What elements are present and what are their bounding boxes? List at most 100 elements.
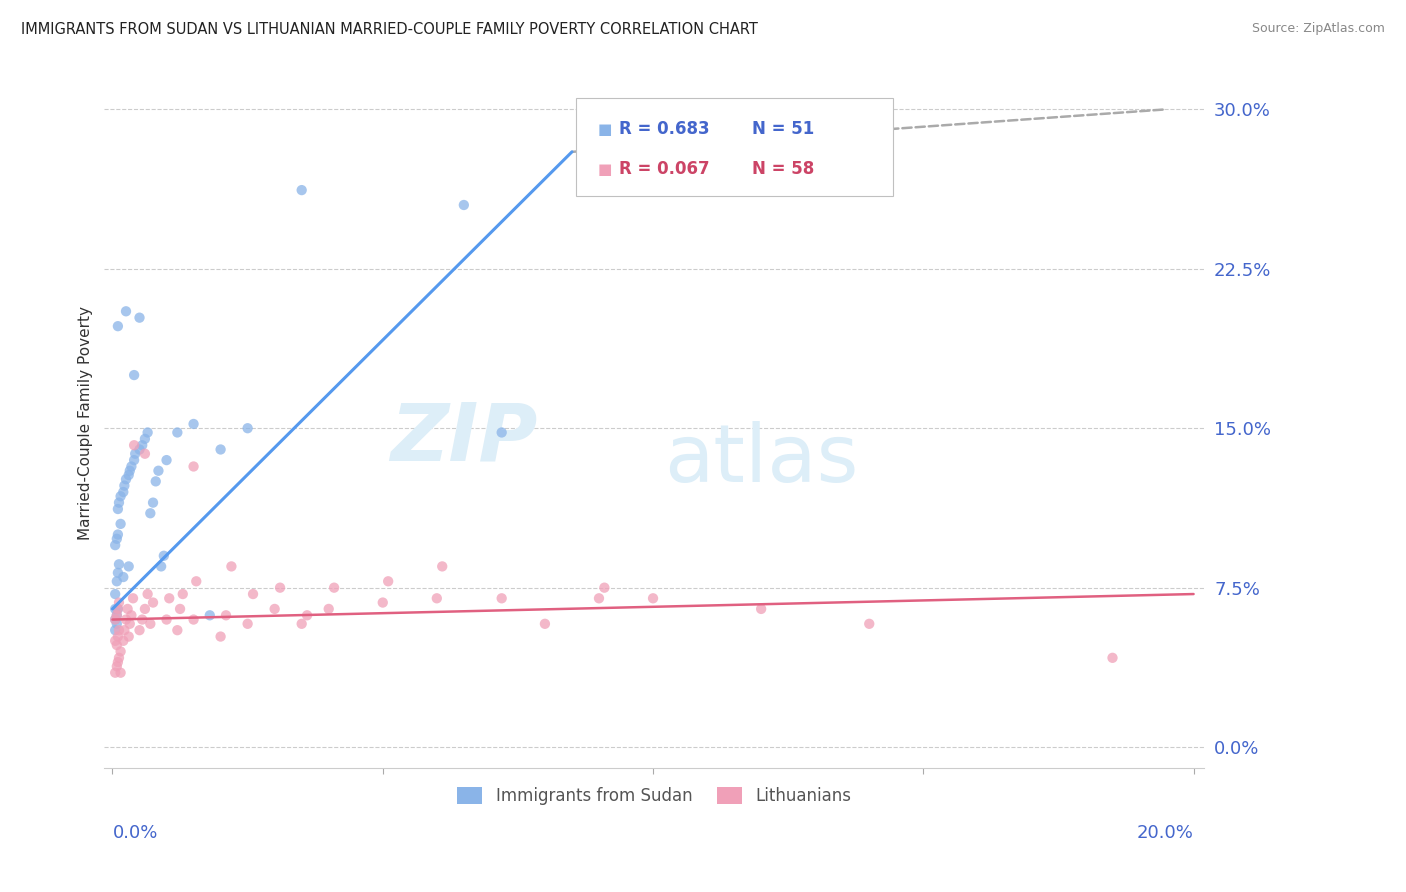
Point: [104, 613, 127, 627]
Text: ■: ■: [598, 162, 612, 177]
Point: [453, 198, 475, 212]
Point: [122, 591, 145, 606]
Point: [318, 602, 340, 616]
Point: [115, 613, 138, 627]
Point: [128, 623, 150, 637]
Point: [108, 495, 131, 509]
Point: [108, 623, 131, 637]
Point: [107, 602, 129, 616]
Point: [157, 591, 180, 606]
Point: [104, 665, 127, 680]
Point: [432, 559, 454, 574]
Point: [263, 602, 285, 616]
Point: [110, 489, 132, 503]
Point: [112, 633, 135, 648]
Point: [104, 538, 127, 552]
Point: [104, 602, 127, 616]
Point: [426, 591, 449, 606]
Point: [112, 570, 135, 584]
Point: [122, 438, 145, 452]
Text: IMMIGRANTS FROM SUDAN VS LITHUANIAN MARRIED-COUPLE FAMILY POVERTY CORRELATION CH: IMMIGRANTS FROM SUDAN VS LITHUANIAN MARR…: [21, 22, 758, 37]
Point: [117, 602, 139, 616]
Text: Source: ZipAtlas.com: Source: ZipAtlas.com: [1251, 22, 1385, 36]
Point: [115, 472, 138, 486]
Point: [183, 459, 205, 474]
Text: ZIP: ZIP: [389, 400, 537, 478]
Point: [105, 608, 128, 623]
Point: [104, 633, 127, 648]
Point: [118, 468, 141, 483]
Point: [115, 304, 138, 318]
Point: [155, 453, 177, 467]
Point: [491, 425, 513, 440]
Point: [134, 432, 156, 446]
Point: [169, 602, 191, 616]
Point: [107, 630, 129, 644]
Point: [236, 421, 259, 435]
Point: [186, 574, 208, 589]
Text: N = 51: N = 51: [752, 120, 814, 138]
Y-axis label: Married-Couple Family Poverty: Married-Couple Family Poverty: [79, 306, 93, 540]
Text: 0.0%: 0.0%: [112, 823, 157, 842]
Point: [153, 549, 176, 563]
Point: [139, 506, 162, 520]
Point: [112, 485, 135, 500]
Point: [136, 587, 159, 601]
Point: [209, 442, 232, 457]
Point: [105, 638, 128, 652]
Point: [491, 591, 513, 606]
Point: [183, 417, 205, 431]
Point: [105, 608, 128, 623]
Point: [858, 616, 880, 631]
Point: [107, 527, 129, 541]
Point: [323, 581, 346, 595]
Point: [148, 464, 170, 478]
Point: [120, 459, 142, 474]
Text: atlas: atlas: [664, 421, 858, 500]
Point: [198, 608, 221, 623]
Point: [134, 602, 156, 616]
Point: [215, 608, 238, 623]
Point: [145, 475, 167, 489]
Text: 20.0%: 20.0%: [1136, 823, 1194, 842]
Text: R = 0.683: R = 0.683: [619, 120, 709, 138]
Point: [104, 587, 127, 601]
Point: [108, 558, 131, 572]
Point: [236, 616, 259, 631]
Point: [1101, 650, 1123, 665]
Point: [269, 581, 291, 595]
Point: [105, 659, 128, 673]
Point: [242, 587, 264, 601]
Point: [291, 183, 314, 197]
Point: [118, 464, 141, 478]
Point: [110, 516, 132, 531]
Point: [110, 644, 132, 658]
Legend: Immigrants from Sudan, Lithuanians: Immigrants from Sudan, Lithuanians: [450, 780, 858, 812]
Point: [128, 442, 150, 457]
Point: [128, 310, 150, 325]
Point: [120, 608, 142, 623]
Point: [641, 591, 664, 606]
Point: [107, 655, 129, 669]
Point: [118, 559, 141, 574]
Point: [136, 425, 159, 440]
Point: [108, 596, 131, 610]
Point: [104, 623, 127, 637]
Point: [142, 495, 165, 509]
Point: [110, 665, 132, 680]
Point: [142, 596, 165, 610]
Point: [131, 438, 153, 452]
Point: [588, 591, 610, 606]
Point: [107, 566, 129, 580]
Point: [104, 613, 127, 627]
Point: [107, 502, 129, 516]
Point: [112, 478, 135, 492]
Point: [122, 453, 145, 467]
Point: [221, 559, 243, 574]
Point: [118, 630, 141, 644]
Point: [291, 616, 314, 631]
Point: [295, 608, 318, 623]
Point: [112, 623, 135, 637]
Point: [377, 574, 399, 589]
Point: [183, 613, 205, 627]
